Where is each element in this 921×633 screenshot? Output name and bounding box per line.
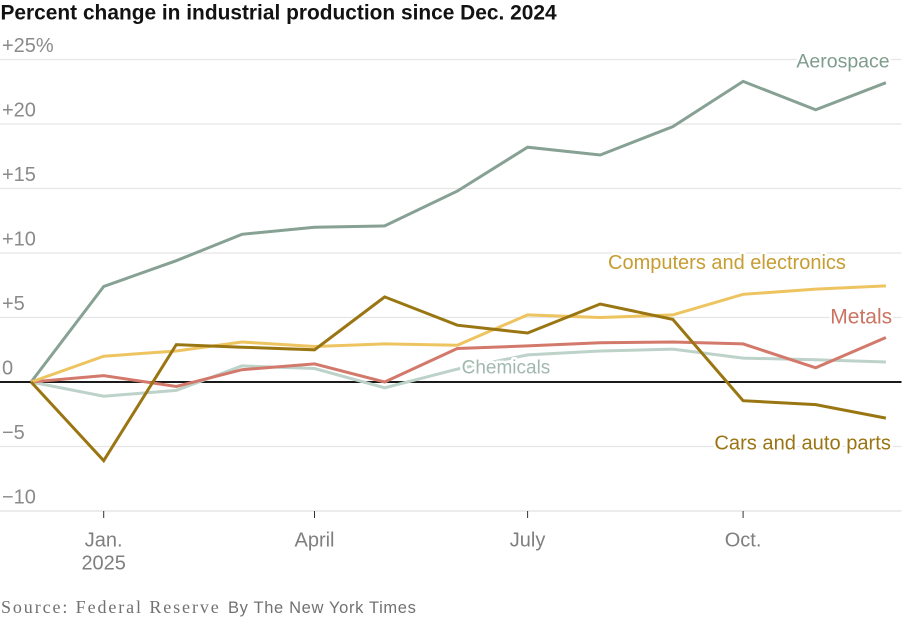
- svg-text:Metals: Metals: [830, 306, 892, 329]
- svg-text:+10: +10: [2, 229, 36, 251]
- svg-text:April: April: [294, 530, 334, 552]
- svg-text:Aerospace: Aerospace: [796, 51, 889, 73]
- svg-text:Chemicals: Chemicals: [462, 357, 551, 378]
- svg-text:July: July: [510, 530, 546, 552]
- svg-text:Jan.: Jan.: [85, 530, 123, 552]
- svg-text:−5: −5: [2, 422, 25, 444]
- svg-text:2025: 2025: [81, 553, 126, 575]
- svg-text:Cars and auto parts: Cars and auto parts: [714, 432, 890, 454]
- svg-text:−10: −10: [2, 487, 36, 509]
- svg-text:Source: Federal Reserve: Source: Federal Reserve: [1, 597, 221, 617]
- svg-text:0: 0: [2, 358, 13, 380]
- svg-text:+5: +5: [2, 293, 25, 315]
- svg-text:By The New York Times: By The New York Times: [228, 599, 417, 617]
- svg-text:Percent change in industrial p: Percent change in industrial production …: [1, 1, 557, 24]
- svg-text:Computers and electronics: Computers and electronics: [608, 252, 846, 274]
- svg-text:Oct.: Oct.: [725, 530, 762, 552]
- svg-text:+25%: +25%: [2, 35, 54, 57]
- svg-text:+20: +20: [2, 100, 36, 122]
- svg-text:+15: +15: [2, 164, 36, 186]
